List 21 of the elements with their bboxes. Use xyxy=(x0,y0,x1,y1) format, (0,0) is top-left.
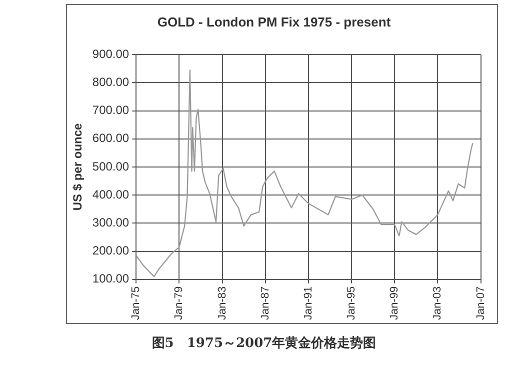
y-tick-label: 700.00 xyxy=(92,103,130,118)
x-tick-label: Jan-99 xyxy=(388,286,401,320)
x-tick-label: Jan-75 xyxy=(130,286,142,320)
x-tick-label: Jan-03 xyxy=(432,286,444,320)
y-tick-label: 300.00 xyxy=(92,215,130,230)
y-axis-title: US $ per ounce xyxy=(70,122,85,211)
y-tick-label: 400.00 xyxy=(92,187,130,202)
y-tick-label: 100.00 xyxy=(92,272,130,286)
x-tick-label: Jan-95 xyxy=(346,286,358,320)
y-tick-label: 200.00 xyxy=(92,244,130,258)
y-tick-label: 800.00 xyxy=(92,75,130,90)
caption: 图5 1975～2007年黄金价格走势图 xyxy=(150,335,378,352)
y-tick-label: 900.00 xyxy=(92,46,130,61)
x-tick-label: Jan-87 xyxy=(259,286,272,320)
x-tick-label: Jan-07 xyxy=(474,286,487,320)
x-tick-label: Jan-83 xyxy=(216,286,228,320)
x-tick-label: Jan-91 xyxy=(302,286,314,320)
chart-title: GOLD - London PM Fix 1975 - present xyxy=(157,14,392,30)
y-tick-label: 600.00 xyxy=(92,131,130,146)
y-tick-label: 500.00 xyxy=(92,159,130,174)
x-tick-label: Jan-79 xyxy=(173,286,186,320)
